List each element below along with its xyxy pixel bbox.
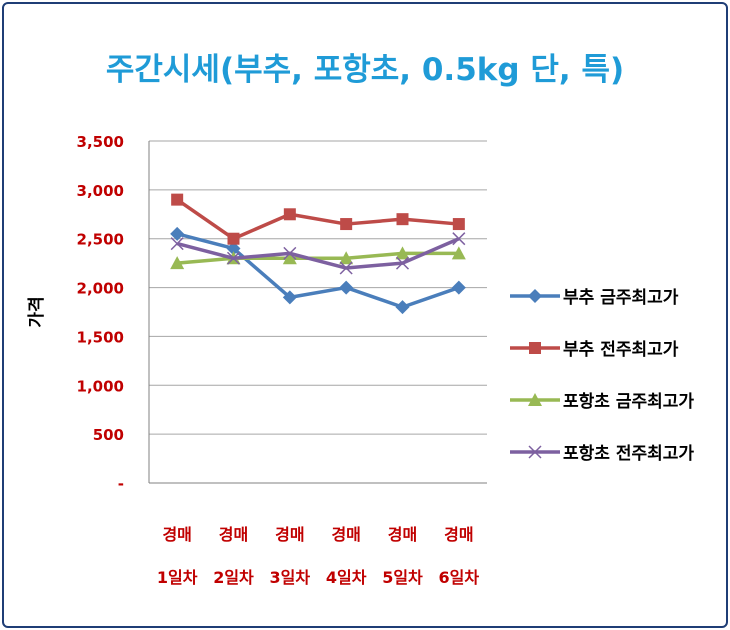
- data-point: [395, 300, 410, 315]
- y-tick-labels: - 500 1,000 1,500 2,000 2,500 3,000 3,500: [77, 133, 124, 493]
- data-point: [395, 246, 410, 260]
- data-point: [226, 241, 241, 256]
- legend-entry: 부추 금주최고가: [510, 288, 679, 308]
- y-axis-label: 가격: [27, 296, 47, 327]
- x-tick-labels: 경매 1일차 경매 2일차 경매 3일차 경매 4일차 경매 5일차 경매 6일차: [157, 525, 480, 587]
- data-point: [170, 226, 185, 241]
- legend-marker: [528, 289, 542, 303]
- x-tick-label: 3일차: [270, 568, 311, 587]
- axes: [148, 141, 487, 484]
- y-tick-label: -: [118, 475, 124, 493]
- data-point: [226, 251, 241, 265]
- x-tick-label: 경매: [219, 525, 248, 544]
- data-point: [395, 256, 410, 270]
- data-point: [283, 246, 297, 260]
- x-tick-label: 1일차: [157, 568, 198, 587]
- series: [170, 193, 466, 315]
- data-point: [451, 246, 466, 260]
- series-0: [170, 226, 466, 315]
- x-tick-label: 4일차: [326, 568, 367, 587]
- data-point: [171, 193, 184, 206]
- data-point: [283, 208, 296, 221]
- data-point: [451, 280, 466, 295]
- x-tick-label: 경매: [331, 525, 360, 544]
- x-tick-label: 2일차: [213, 568, 254, 587]
- series-line: [176, 198, 459, 241]
- data-point: [340, 218, 353, 231]
- legend-label: 부추 금주최고가: [563, 288, 679, 308]
- data-point: [170, 237, 184, 251]
- y-tick-label: 2,000: [77, 280, 124, 298]
- x-tick-label: 경매: [388, 525, 417, 544]
- legend-label: 포항초 전주최고가: [563, 443, 694, 464]
- data-point: [227, 232, 240, 245]
- data-point: [452, 232, 466, 246]
- data-point: [339, 251, 354, 265]
- legend-marker: [529, 342, 541, 354]
- x-tick-label: 6일차: [439, 568, 480, 587]
- y-tick-label: 500: [93, 426, 124, 444]
- y-tick-label: 1,000: [77, 377, 124, 395]
- legend-entry: 포항초 전주최고가: [510, 443, 694, 464]
- y-tick-label: 3,500: [77, 133, 124, 151]
- series-line: [177, 251, 459, 265]
- legend-marker: [528, 393, 542, 406]
- legend-marker: [528, 445, 542, 459]
- data-point: [339, 280, 354, 295]
- x-tick-label: 5일차: [382, 568, 423, 587]
- legend-entry: 포항초 금주최고가: [510, 391, 694, 412]
- data-point: [396, 213, 409, 226]
- data-point: [282, 290, 297, 305]
- x-tick-label: 경매: [444, 525, 473, 544]
- y-tick-label: 3,000: [77, 182, 124, 200]
- y-tick-label: 2,500: [77, 231, 124, 249]
- series-line: [176, 237, 460, 270]
- series-line: [176, 232, 460, 309]
- data-point: [339, 261, 353, 275]
- series-3: [170, 232, 466, 275]
- data-point: [452, 218, 465, 231]
- gridlines: [149, 140, 487, 435]
- series-2: [170, 246, 466, 270]
- data-point: [282, 251, 297, 265]
- legend-entry: 부추 전주최고가: [510, 340, 679, 360]
- legend-label: 포항초 금주최고가: [563, 391, 694, 412]
- x-tick-label: 경매: [275, 525, 304, 544]
- x-tick-label: 경매: [162, 525, 191, 544]
- chart-title: 주간시세(부추, 포항초, 0.5kg 단, 특): [106, 52, 624, 88]
- series-1: [171, 193, 465, 245]
- y-tick-label: 1,500: [77, 328, 124, 346]
- data-point: [170, 256, 185, 270]
- legend-label: 부추 전주최고가: [563, 340, 679, 360]
